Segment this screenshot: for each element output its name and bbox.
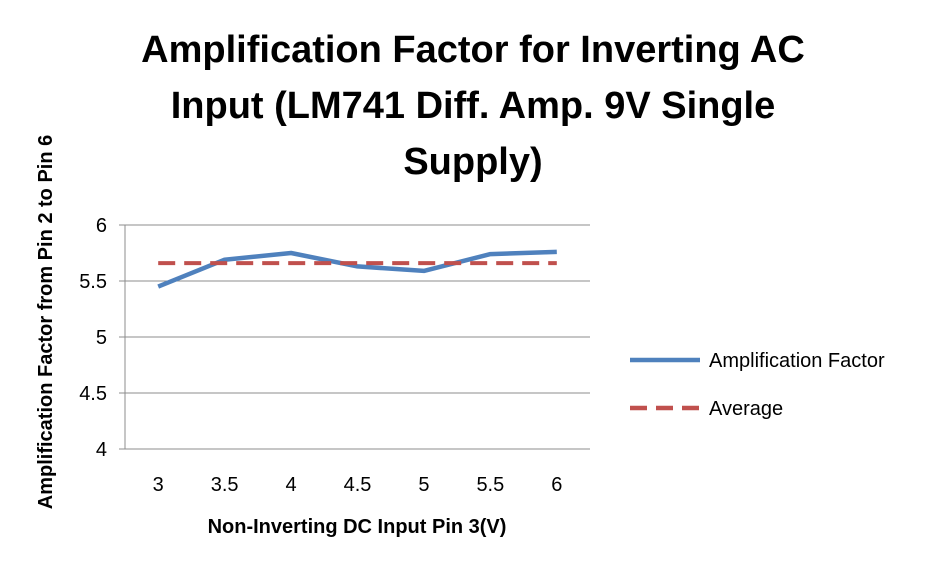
series-line-0: [157, 249, 557, 289]
y-tick-label-4: 4: [96, 439, 107, 461]
y-tick-label-2: 5: [96, 327, 107, 349]
x-tick-labels: 3 3.5 4 4.5 5 5.5 6: [153, 474, 563, 496]
legend-label-1: Average: [709, 398, 783, 420]
chart-title-line-2: Input (LM741 Diff. Amp. 9V Single: [171, 85, 776, 127]
x-tick-label-3: 4.5: [344, 474, 372, 496]
x-axis-title: Non-Inverting DC Input Pin 3(V): [208, 516, 507, 538]
x-tick-label-1: 3.5: [211, 474, 239, 496]
x-tick-label-0: 3: [153, 474, 164, 496]
legend-label-0: Amplification Factor: [709, 350, 885, 372]
gridlines: [125, 224, 590, 450]
legend: Amplification Factor Average: [630, 350, 885, 420]
y-tick-label-1: 5.5: [79, 271, 107, 293]
x-tick-label-6: 6: [551, 474, 562, 496]
chart-title-line-3: Supply): [403, 141, 542, 183]
y-axis-title: Amplification Factor from Pin 2 to Pin 6: [35, 135, 57, 509]
series-lines: [157, 249, 557, 289]
y-tick-labels: 6 5.5 5 4.5 4: [79, 215, 107, 461]
y-tick-label-0: 6: [96, 215, 107, 237]
chart-title-line-1: Amplification Factor for Inverting AC: [141, 29, 805, 71]
x-tick-label-4: 5: [418, 474, 429, 496]
x-tick-label-2: 4: [286, 474, 297, 496]
x-tick-label-5: 5.5: [476, 474, 504, 496]
y-tick-label-3: 4.5: [79, 383, 107, 405]
axes: [119, 224, 126, 450]
chart-title: Amplification Factor for Inverting AC In…: [141, 29, 805, 183]
